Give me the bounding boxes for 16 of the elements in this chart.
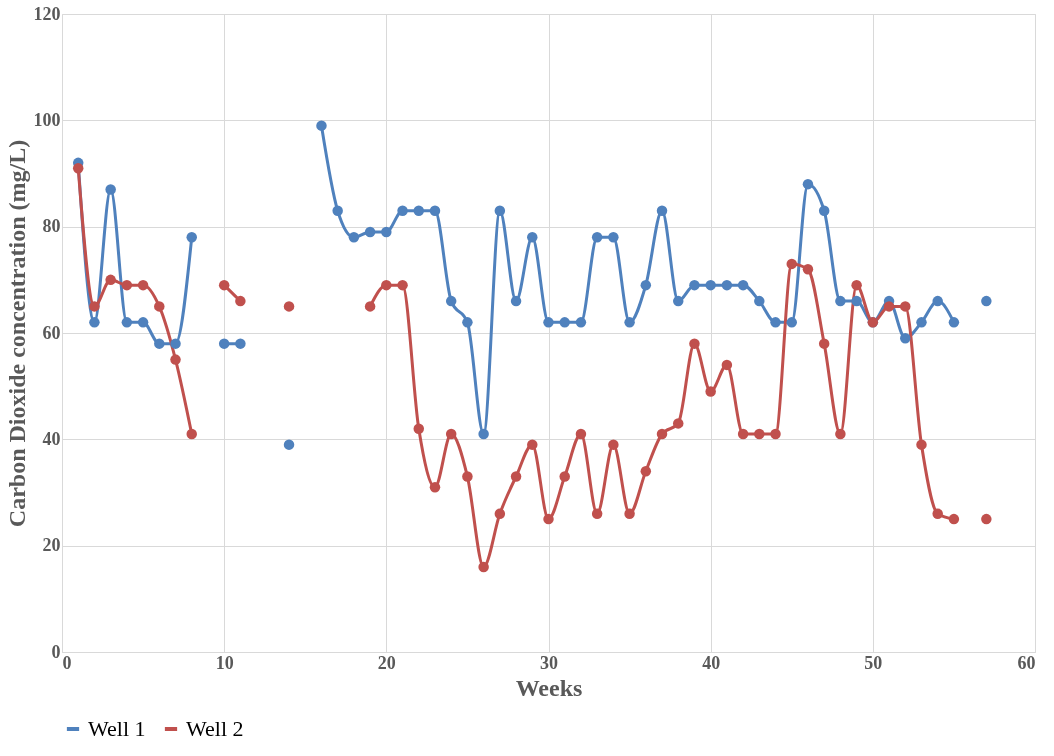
y-tick-label: 40 <box>42 428 61 449</box>
x-tick-label: 50 <box>864 652 883 673</box>
y-tick-label: 100 <box>33 109 61 130</box>
y-tick-label: 20 <box>42 535 61 556</box>
x-tick-label: 30 <box>540 652 558 673</box>
x-tick-label: 20 <box>377 652 396 673</box>
y-tick-label: 120 <box>33 3 61 24</box>
y-tick-label: 80 <box>42 216 61 237</box>
x-tick-label: 40 <box>702 652 721 673</box>
x-axis-title: Weeks <box>515 674 583 701</box>
y-axis-title: Carbon Dioxide concentration (mg/L) <box>3 139 30 528</box>
x-tick-label: 60 <box>1017 652 1036 673</box>
y-tick-label: 60 <box>42 322 61 343</box>
x-tick-label: 10 <box>215 652 234 673</box>
legend-label: Well 1 <box>88 716 146 741</box>
legend-label: Well 2 <box>186 716 244 741</box>
